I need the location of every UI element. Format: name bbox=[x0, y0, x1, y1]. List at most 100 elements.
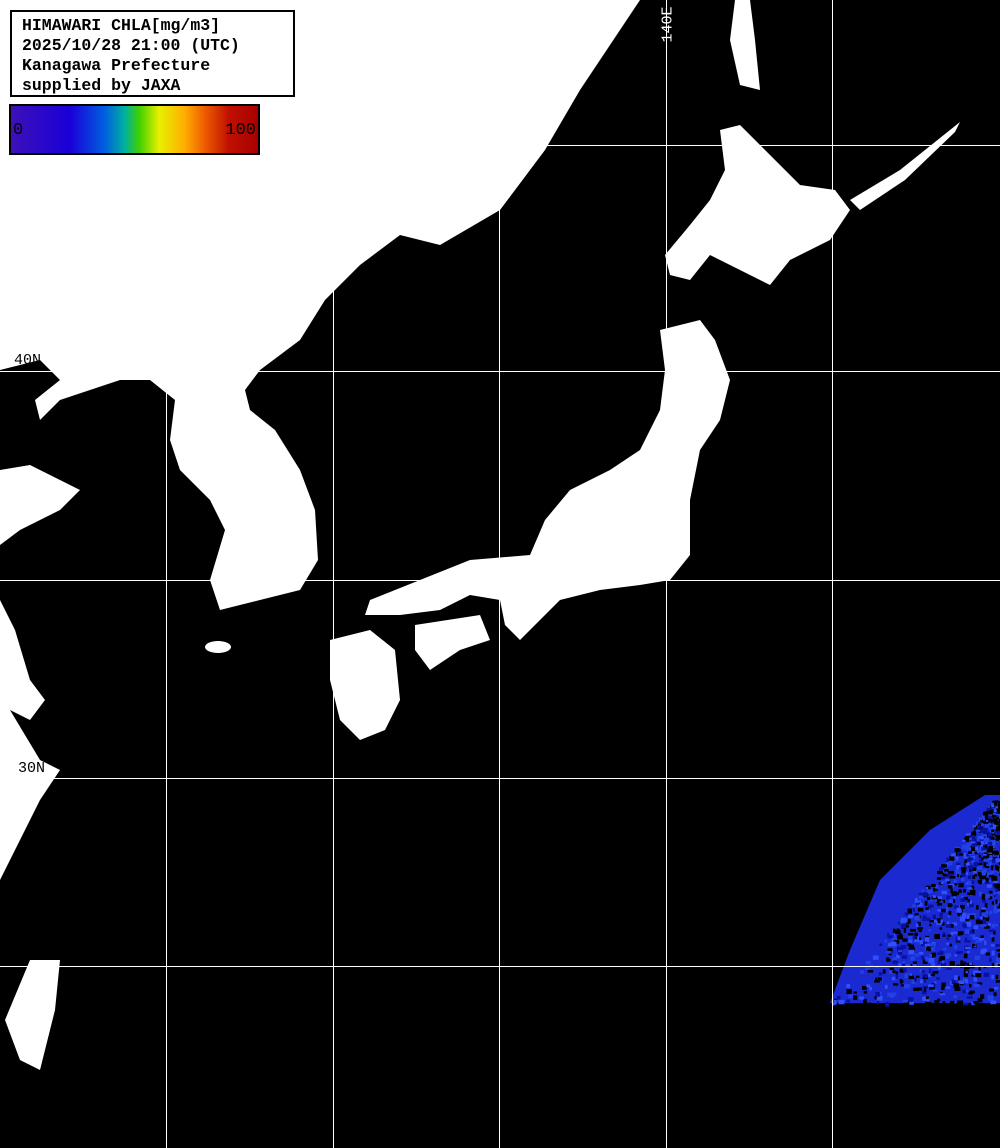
chla-pixel bbox=[941, 880, 946, 883]
chla-pixel bbox=[925, 886, 929, 890]
chla-pixel bbox=[914, 953, 920, 957]
chla-pixel bbox=[941, 982, 946, 988]
chla-pixel bbox=[910, 928, 916, 932]
taiwan bbox=[5, 960, 60, 1070]
sakhalin bbox=[730, 0, 760, 90]
chla-pixel bbox=[939, 927, 943, 930]
chla-pixel bbox=[926, 917, 931, 921]
shandong-peninsula bbox=[0, 465, 80, 545]
chla-pixel bbox=[922, 892, 928, 897]
chla-pixel bbox=[936, 952, 943, 955]
chla-pixel bbox=[995, 806, 1000, 811]
chla-pixel bbox=[942, 1001, 946, 1006]
chla-pixel bbox=[957, 936, 961, 941]
chla-pixel bbox=[885, 1001, 890, 1007]
land bbox=[0, 0, 960, 1070]
chla-pixel bbox=[997, 906, 1000, 909]
chla-pixel bbox=[973, 925, 979, 930]
chla-pixel bbox=[917, 907, 924, 912]
chla-pixel bbox=[897, 951, 903, 956]
chla-pixel bbox=[911, 979, 916, 984]
chla-pixel bbox=[928, 929, 931, 932]
chla-pixel bbox=[928, 896, 934, 902]
chla-pixel bbox=[995, 870, 998, 873]
chla-pixel bbox=[967, 861, 970, 866]
chla-pixel bbox=[951, 979, 957, 985]
chla-pixel bbox=[865, 961, 871, 965]
chla-pixel bbox=[846, 989, 852, 995]
chla-pixel bbox=[979, 911, 982, 917]
chla-pixel bbox=[959, 951, 963, 954]
chla-pixel bbox=[926, 999, 930, 1002]
chla-pixel bbox=[924, 987, 927, 992]
chla-pixel bbox=[964, 860, 969, 865]
chla-pixel bbox=[990, 836, 995, 840]
chla-pixel bbox=[995, 808, 998, 812]
chla-pixel bbox=[973, 862, 979, 867]
chla-pixel bbox=[993, 905, 997, 909]
chla-pixel bbox=[953, 983, 960, 988]
chla-pixel bbox=[961, 877, 965, 882]
chla-pixel bbox=[972, 831, 976, 834]
chla-pixel bbox=[908, 932, 914, 938]
chla-pixel bbox=[988, 922, 992, 926]
legend-box: HIMAWARI CHLA[mg/m3] 2025/10/28 21:00 (U… bbox=[10, 10, 295, 97]
chla-pixel bbox=[993, 986, 999, 990]
chla-pixel bbox=[950, 888, 953, 894]
chla-pixel bbox=[834, 1000, 837, 1005]
chla-pixel bbox=[887, 992, 893, 997]
chla-pixel bbox=[963, 853, 967, 858]
chla-pixel bbox=[983, 837, 990, 841]
chla-pixel bbox=[922, 989, 927, 995]
chla-pixel bbox=[908, 944, 914, 950]
chla-pixel bbox=[928, 905, 931, 911]
chla-pixel bbox=[937, 902, 943, 906]
chla-pixel bbox=[936, 896, 943, 899]
chla-pixel bbox=[892, 961, 898, 964]
chla-pixel bbox=[991, 875, 997, 880]
chla-pixel bbox=[945, 924, 951, 928]
chla-pixel bbox=[928, 968, 932, 974]
chla-pixel bbox=[875, 977, 878, 983]
chla-pixel bbox=[893, 933, 896, 938]
chla-pixel bbox=[992, 805, 998, 808]
chla-pixel bbox=[978, 966, 981, 971]
chla-pixel bbox=[882, 969, 886, 974]
chla-pixel bbox=[895, 971, 898, 975]
chla-pixel bbox=[863, 991, 867, 994]
chla-pixel bbox=[985, 865, 990, 869]
chla-pixel bbox=[954, 954, 958, 957]
chla-pixel bbox=[928, 958, 935, 963]
chla-pixel bbox=[932, 943, 937, 946]
chla-pixel bbox=[964, 844, 970, 849]
chla-pixel bbox=[926, 946, 931, 950]
chla-pixel bbox=[982, 868, 987, 873]
chla-pixel bbox=[998, 888, 1000, 891]
chla-pixel bbox=[958, 980, 964, 985]
chla-pixel bbox=[998, 801, 1000, 805]
chla-pixel bbox=[896, 946, 903, 952]
chla-pixel bbox=[954, 905, 960, 909]
chla-pixel bbox=[973, 869, 977, 875]
chla-pixel bbox=[949, 960, 955, 966]
chla-pixel bbox=[953, 898, 956, 903]
chla-pixel bbox=[903, 984, 910, 989]
chla-pixel bbox=[971, 974, 974, 977]
chla-pixel bbox=[993, 809, 997, 813]
chla-pixel bbox=[979, 915, 983, 920]
chla-pixel bbox=[969, 868, 972, 872]
chla-pixel bbox=[981, 857, 986, 861]
chla-pixel bbox=[930, 973, 935, 977]
chla-pixel bbox=[908, 935, 914, 939]
chla-pixel bbox=[987, 808, 993, 813]
chla-pixel bbox=[877, 977, 882, 981]
chla-pixel bbox=[940, 962, 947, 968]
chla-pixel bbox=[899, 979, 903, 984]
chla-pixel bbox=[972, 875, 976, 879]
chla-pixel bbox=[943, 869, 949, 872]
chla-pixel bbox=[919, 937, 922, 940]
chla-pixel bbox=[894, 940, 900, 944]
chla-pixel bbox=[947, 903, 952, 908]
chla-pixel bbox=[998, 903, 1000, 907]
honshu bbox=[365, 320, 730, 640]
